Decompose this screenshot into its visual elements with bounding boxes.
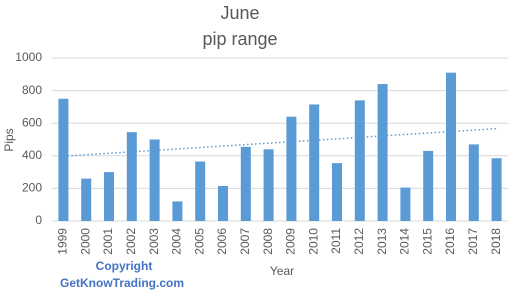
bar bbox=[400, 187, 411, 221]
bar bbox=[332, 163, 342, 221]
x-tick-label: 2018 bbox=[489, 228, 503, 255]
bar bbox=[491, 158, 502, 221]
bar bbox=[286, 116, 297, 221]
x-tick-label: 2003 bbox=[147, 228, 161, 255]
bar bbox=[195, 161, 206, 221]
y-tick-label: 400 bbox=[22, 148, 42, 162]
x-tick-label: 2017 bbox=[466, 228, 480, 255]
x-tick-label: 2001 bbox=[101, 228, 115, 255]
x-tick-label: 2004 bbox=[170, 228, 184, 255]
bar bbox=[81, 178, 92, 221]
watermark: GetKnowTrading.com bbox=[60, 276, 184, 290]
x-tick-label: 2002 bbox=[124, 228, 138, 255]
bar bbox=[309, 104, 320, 221]
x-tick-label: 2015 bbox=[420, 228, 434, 255]
chart-title: June bbox=[220, 3, 259, 23]
bar bbox=[218, 185, 228, 221]
x-axis-title: Year bbox=[270, 264, 294, 278]
bar bbox=[468, 144, 479, 221]
watermark: Copyright bbox=[96, 259, 153, 273]
bar bbox=[240, 146, 251, 221]
x-tick-label: 2016 bbox=[443, 228, 457, 255]
x-tick-label: 2009 bbox=[284, 228, 298, 255]
y-tick-label: 1000 bbox=[15, 50, 42, 64]
chart-subtitle: pip range bbox=[202, 29, 277, 49]
bar bbox=[126, 132, 137, 221]
x-tick-label: 2010 bbox=[306, 228, 320, 255]
x-tick-label: 2011 bbox=[329, 228, 343, 254]
x-tick-label: 1999 bbox=[56, 228, 70, 255]
x-tick-label: 2008 bbox=[261, 228, 275, 255]
bar bbox=[263, 149, 274, 221]
x-tick-label: 2013 bbox=[375, 228, 389, 255]
y-tick-label: 800 bbox=[22, 83, 42, 97]
bar bbox=[354, 100, 365, 221]
x-tick-label: 2000 bbox=[78, 228, 92, 255]
x-tick-label: 2007 bbox=[238, 228, 252, 255]
trendline bbox=[63, 127, 497, 157]
x-tick-label: 2012 bbox=[352, 228, 366, 255]
bar bbox=[58, 98, 69, 221]
y-tick-label: 0 bbox=[35, 213, 42, 227]
bar bbox=[149, 139, 160, 221]
x-tick-label: 2014 bbox=[398, 228, 412, 255]
x-tick-label: 2006 bbox=[215, 228, 229, 255]
bar bbox=[423, 150, 434, 221]
y-tick-label: 200 bbox=[22, 181, 42, 195]
y-tick-label: 600 bbox=[22, 115, 42, 129]
bar bbox=[104, 172, 114, 221]
x-tick-label: 2005 bbox=[192, 228, 206, 255]
bar bbox=[172, 201, 183, 221]
y-axis-title: Pips bbox=[2, 128, 16, 151]
bar bbox=[377, 84, 388, 221]
bar bbox=[446, 72, 456, 221]
